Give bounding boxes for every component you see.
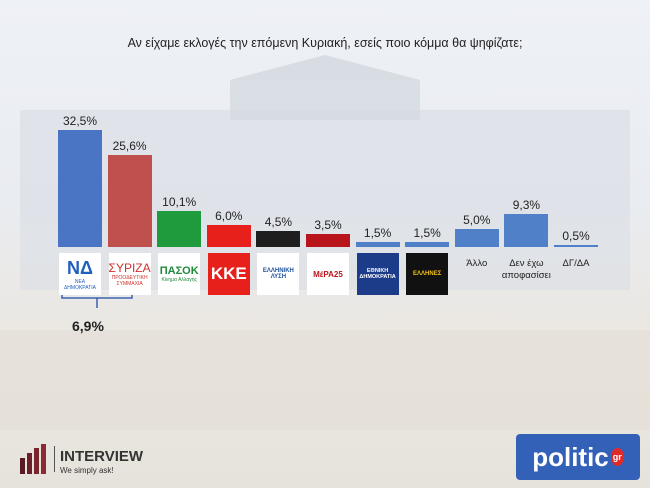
bar bbox=[157, 210, 202, 247]
logo-subtext: ΝΕΑ ΔΗΜΟΚΡΑΤΙΑ bbox=[63, 278, 97, 291]
value-label: 6,0% bbox=[215, 209, 243, 224]
category-label: Δεν έχω αποφασίσει bbox=[501, 258, 551, 281]
party-logo: ΚΚΕ bbox=[207, 253, 250, 295]
partner-suffix: gr bbox=[610, 448, 624, 466]
bar bbox=[58, 130, 102, 247]
slogan: We simply ask! bbox=[60, 466, 114, 475]
bar bbox=[306, 234, 350, 247]
value-label: 1,5% bbox=[413, 225, 441, 240]
value-label: 25,6% bbox=[112, 138, 147, 153]
partner-logo: politic gr bbox=[516, 434, 640, 480]
party-logo: ΕΛΛΗΝΕΣ bbox=[406, 253, 449, 295]
annotation: 6,9% bbox=[72, 318, 104, 334]
logo-subtext: ΠΡΟΟΔΕΥΤΙΚΗ ΣΥΜΜΑΧΙΑ bbox=[111, 275, 148, 287]
bar bbox=[554, 245, 598, 247]
value-label: 5,0% bbox=[463, 213, 491, 227]
partner-name: politic bbox=[532, 441, 609, 472]
party-logo: ΕΘΝΙΚΗ ΔΗΜΟΚΡΑΤΙΑ bbox=[356, 253, 399, 295]
category-label: Άλλο bbox=[466, 258, 488, 269]
category-label: ΚΚΕ bbox=[210, 264, 247, 283]
bar bbox=[504, 213, 549, 247]
value-label: 4,5% bbox=[264, 214, 293, 229]
value-label: 1,5% bbox=[363, 225, 392, 240]
bar bbox=[355, 241, 400, 247]
value-label: 9,3% bbox=[512, 197, 541, 212]
category-label: ΣΥΡΙΖΑ bbox=[108, 261, 151, 275]
category-label: ΕΛΛΗΝΙΚΗ ΛΥΣΗ bbox=[262, 268, 294, 280]
category-label: ΔΓ/ΔΑ bbox=[562, 258, 590, 269]
category-label: ΕΘΝΙΚΗ ΔΗΜΟΚΡΑΤΙΑ bbox=[359, 268, 396, 280]
brand: INTERVIEW bbox=[60, 448, 144, 465]
category-label: ΜέΡΑ25 bbox=[313, 269, 343, 279]
interview-icon bbox=[20, 444, 50, 474]
bar bbox=[107, 154, 152, 247]
bar bbox=[206, 225, 251, 247]
bar bbox=[405, 241, 450, 247]
divider bbox=[54, 446, 55, 472]
party-logo: ΝΔ ΝΕΑ ΔΗΜΟΚΡΑΤΙΑ bbox=[59, 253, 101, 295]
value-label: 10,1% bbox=[162, 194, 197, 209]
category-label: ΝΔ bbox=[67, 257, 93, 278]
party-logo: ΠΑΣΟΚ Κίνημα Αλλαγής bbox=[158, 253, 201, 295]
party-logo: ΜέΡΑ25 bbox=[307, 253, 349, 295]
party-logo: ΕΛΛΗΝΙΚΗ ΛΥΣΗ bbox=[257, 253, 300, 295]
value-label: 3,5% bbox=[314, 218, 342, 233]
bar bbox=[256, 230, 301, 247]
party-logo: ΣΥΡΙΖΑ ΠΡΟΟΔΕΥΤΙΚΗ ΣΥΜΜΑΧΙΑ bbox=[108, 253, 151, 295]
category-label: ΠΑΣΟΚ bbox=[159, 265, 199, 277]
logo-subtext: Κίνημα Αλλαγής bbox=[161, 277, 197, 283]
value-label: 0,5% bbox=[562, 229, 590, 244]
chart-title: Αν είχαμε εκλογές την επόμενη Κυριακή, ε… bbox=[127, 36, 523, 50]
value-label: 32,5% bbox=[62, 114, 98, 128]
bar bbox=[454, 229, 499, 247]
category-label: ΕΛΛΗΝΕΣ bbox=[413, 271, 442, 277]
